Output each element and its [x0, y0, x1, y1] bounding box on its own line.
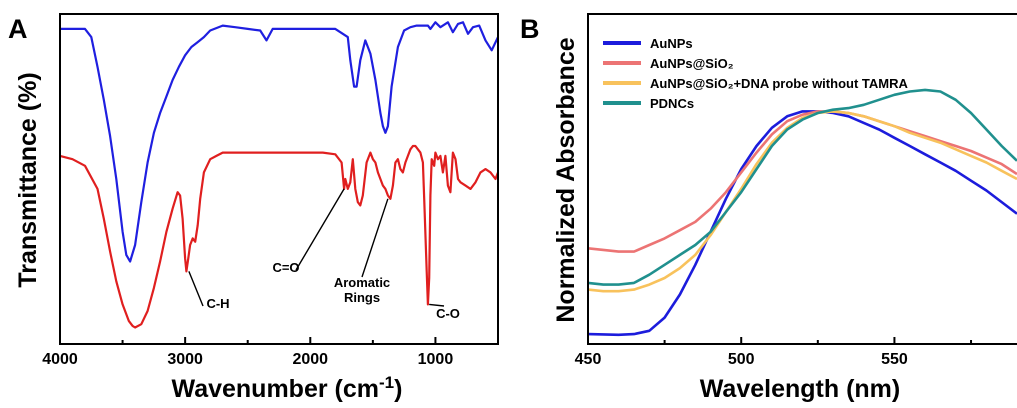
- panel-b-ylabel: Normalized Absorbance: [552, 37, 580, 322]
- panel-a-xlabel-main: Wavenumber (cm: [172, 375, 379, 403]
- panel-a-ylabel: Transmittance (%): [14, 72, 42, 287]
- panel-a-annotation-label: Rings: [344, 290, 380, 305]
- panel-a-xlabel-superscript: -1: [379, 373, 394, 392]
- panel-a-x-ticks: 4000 3000 2000 1000: [42, 337, 453, 368]
- panel-a-annotation-leader: [295, 188, 345, 271]
- panel-a-annotation-label: C-O: [436, 306, 460, 321]
- panel-b-series-line-aunps: [587, 110, 1017, 337]
- panel-a-annotation-label: C=O: [272, 260, 299, 275]
- panel-a-annotation-leader: [429, 303, 445, 307]
- panel-a-x-tick-label: 3000: [167, 351, 203, 368]
- panel-a-frame: [59, 13, 499, 345]
- panel-b-series-line-aunps-sio-: [587, 110, 1017, 253]
- panel-a-annotation-label: Aromatic: [334, 275, 390, 290]
- panel-b-plot-area: [587, 88, 1017, 337]
- panel-a-xlabel: Wavenumber (cm-1): [172, 373, 403, 403]
- panel-b-series-line-pdncs: [587, 88, 1017, 286]
- panel-b-legend-label: PDNCs: [650, 96, 694, 111]
- panel-a-series-2-line: [59, 144, 500, 329]
- panel-b-x-tick-label: 450: [575, 351, 602, 368]
- panel-b-legend: AuNPs AuNPs@SiO₂ AuNPs@SiO₂+DNA probe with…: [603, 36, 908, 111]
- panel-a-series-1-line: [60, 21, 499, 263]
- panel-b-label: B: [520, 14, 540, 44]
- panel-b-legend-label: AuNPs@SiO₂: [650, 56, 734, 71]
- panel-b-x-tick-label: 500: [728, 351, 755, 368]
- panel-a-annotation-leader: [188, 271, 204, 307]
- panel-a-plot-area: [59, 21, 500, 329]
- panel-a-xlabel-close: ): [394, 375, 402, 403]
- panel-a-annotation-leader: [361, 198, 389, 278]
- panel-b-x-tick-label: 550: [881, 351, 908, 368]
- panel-b-legend-label: AuNPs: [650, 36, 693, 51]
- panel-b-xlabel: Wavelength (nm): [700, 375, 900, 403]
- panel-b-legend-label: AuNPs@SiO₂+DNA probe without TAMRA: [650, 76, 908, 91]
- panel-b-x-ticks: 450 500 550: [575, 337, 973, 368]
- panel-a-annotation-label: C-H: [206, 296, 229, 311]
- panel-b-series-line-aunps-sio-dna-probe-without-tamra: [587, 110, 1017, 293]
- panel-b-frame: [587, 13, 1017, 345]
- panel-a-x-tick-label: 1000: [418, 351, 454, 368]
- panel-a: A Transmittance (%) 4000 3000 2000 1000 Wav…: [8, 13, 500, 403]
- panel-a-x-tick-label: 2000: [292, 351, 328, 368]
- panel-b: B Normalized Absorbance 450 500 550 Wavele…: [520, 13, 1017, 403]
- panel-a-label: A: [8, 14, 28, 44]
- panel-a-x-tick-label: 4000: [42, 351, 78, 368]
